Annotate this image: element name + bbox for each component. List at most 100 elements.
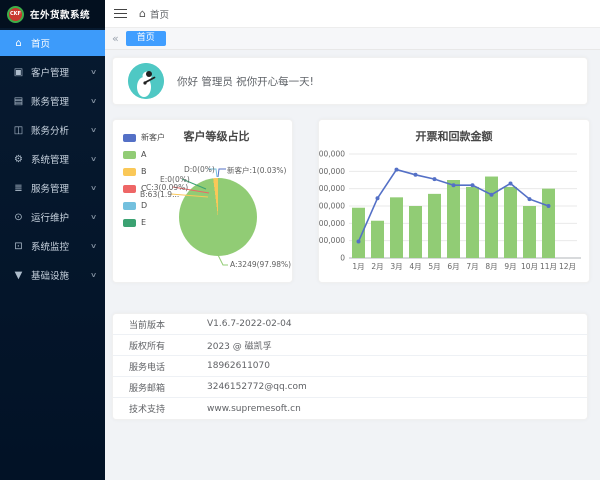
sidebar-item-monitor[interactable]: ⊡ 系统监控 ∨ bbox=[0, 233, 105, 259]
svg-text:200,000: 200,000 bbox=[319, 219, 345, 228]
info-label: 版权所有 bbox=[129, 341, 166, 352]
avatar bbox=[128, 63, 164, 99]
svg-text:600,000: 600,000 bbox=[319, 150, 345, 159]
svg-text:10月: 10月 bbox=[521, 262, 538, 271]
topbar: ⌂ 首页 bbox=[105, 0, 600, 28]
sidebar-item-analysis[interactable]: ◫ 账务分析 ∨ bbox=[0, 117, 105, 143]
info-label: 服务邮箱 bbox=[129, 383, 166, 394]
legend-marker bbox=[123, 201, 136, 210]
analysis-icon: ◫ bbox=[13, 124, 24, 136]
svg-text:2月: 2月 bbox=[371, 262, 383, 271]
bar-chart-title: 开票和回款金额 bbox=[415, 130, 493, 143]
customer-icon: ▣ bbox=[13, 66, 24, 78]
legend-item-D[interactable]: D bbox=[123, 197, 165, 214]
sidebar-item-gear[interactable]: ⚙ 系统管理 ∨ bbox=[0, 146, 105, 172]
chevron-down-icon: ∨ bbox=[89, 242, 98, 250]
tabs-scroll-left-icon[interactable]: « bbox=[112, 32, 119, 45]
sidebar-item-label: 服务管理 bbox=[31, 184, 70, 195]
legend-label: B bbox=[141, 167, 147, 176]
legend-label: E bbox=[141, 218, 147, 227]
sidebar-item-label: 客户管理 bbox=[31, 68, 70, 79]
sidebar-item-infrastructure[interactable]: ▼ 基础设施 ∨ bbox=[0, 262, 105, 288]
sidebar-item-service[interactable]: ≣ 服务管理 ∨ bbox=[0, 175, 105, 201]
sidebar-item-home[interactable]: ⌂ 首页 bbox=[0, 30, 105, 56]
svg-text:300,000: 300,000 bbox=[319, 202, 345, 211]
sidebar: CKF 在外货款系统 ⌂ 首页 ▣ 客户管理 ∨ ▤ 账务管理 ∨ ◫ 账务分析 ∨ ⚙ 系统管理 ∨ ≣ 服… bbox=[0, 0, 105, 480]
pie-chart-title: 客户等级占比 bbox=[183, 130, 250, 143]
legend-marker bbox=[123, 150, 136, 159]
legend-marker bbox=[123, 218, 136, 227]
legend-label: A bbox=[141, 150, 147, 159]
pie-chart bbox=[179, 178, 257, 256]
maintenance-icon: ⊙ bbox=[14, 211, 23, 223]
info-value: www.supremesoft.cn bbox=[207, 403, 301, 414]
info-value: 3246152772@qq.com bbox=[207, 382, 307, 392]
svg-text:12月: 12月 bbox=[559, 262, 576, 271]
greeting-card: 你好 管理员 祝你开心每一天! bbox=[112, 57, 588, 105]
app-logo: CKF 在外货款系统 bbox=[0, 0, 105, 28]
legend-marker bbox=[123, 184, 136, 193]
info-card: 当前版本 V1.6.7-2022-02-04 版权所有 2023 @ 磁凯孚 服务电话 1… bbox=[112, 313, 588, 420]
gear-icon: ⚙ bbox=[14, 153, 23, 165]
charts-row: 客户等级占比 新客户 A B C D E D:0(0%) 新客户:1(0.03%) E:0(0… bbox=[112, 119, 590, 283]
legend-item-B[interactable]: B bbox=[123, 163, 165, 180]
sidebar-item-label: 账务管理 bbox=[31, 97, 70, 108]
tabbar: « 首页 bbox=[105, 28, 600, 50]
svg-text:9月: 9月 bbox=[504, 262, 516, 271]
legend-item-C[interactable]: C bbox=[123, 180, 165, 197]
legend-label: D bbox=[141, 201, 148, 210]
info-label: 技术支持 bbox=[129, 405, 166, 415]
chevron-down-icon: ∨ bbox=[89, 68, 98, 76]
chevron-down-icon: ∨ bbox=[89, 97, 98, 105]
legend-item-新客户[interactable]: 新客户 bbox=[123, 129, 165, 146]
info-label: 当前版本 bbox=[129, 320, 166, 331]
breadcrumb-label: 首页 bbox=[149, 9, 169, 21]
chevron-down-icon: ∨ bbox=[89, 126, 98, 134]
svg-text:5月: 5月 bbox=[428, 262, 440, 271]
app-logo-icon: CKF bbox=[7, 5, 24, 23]
sidebar-item-maintenance[interactable]: ⊙ 运行维护 ∨ bbox=[0, 204, 105, 230]
svg-text:1月: 1月 bbox=[352, 262, 364, 271]
pie-slice-label-B: B:63(1.9... bbox=[140, 190, 180, 199]
svg-text:8月: 8月 bbox=[485, 262, 497, 271]
info-row: 服务电话 18962611070 bbox=[113, 356, 587, 377]
legend-marker bbox=[123, 133, 136, 142]
legend-item-E[interactable]: E bbox=[123, 214, 165, 231]
svg-text:3月: 3月 bbox=[390, 262, 402, 271]
svg-text:4月: 4月 bbox=[409, 262, 421, 271]
pie-legend: 新客户 A B C D E bbox=[123, 129, 165, 231]
sidebar-item-label: 系统管理 bbox=[31, 155, 70, 166]
info-value: 18962611070 bbox=[207, 361, 270, 371]
chevron-down-icon: ∨ bbox=[89, 271, 98, 279]
monitor-icon: ⊡ bbox=[14, 240, 23, 252]
content: 你好 管理员 祝你开心每一天! 客户等级占比 新客户 A B C D E D:0(0%) 新… bbox=[105, 50, 600, 480]
chevron-down-icon: ∨ bbox=[89, 213, 98, 221]
bar-chart-card: 开票和回款金额 0 100,000 200,000 300,000 400,000 500… bbox=[318, 119, 590, 283]
tab-home[interactable]: 首页 bbox=[125, 31, 166, 46]
breadcrumb[interactable]: ⌂ 首页 bbox=[139, 7, 169, 21]
pie-slice-label-E: E:0(0%) bbox=[160, 175, 190, 184]
infrastructure-icon: ▼ bbox=[14, 269, 23, 281]
legend-item-A[interactable]: A bbox=[123, 146, 165, 163]
sidebar-item-label: 账务分析 bbox=[31, 126, 70, 137]
info-value: V1.6.7-2022-02-04 bbox=[207, 319, 292, 329]
billing-icon: ▤ bbox=[13, 95, 24, 107]
sidebar-item-label: 系统监控 bbox=[31, 242, 70, 253]
sidebar-item-label: 首页 bbox=[31, 39, 51, 50]
svg-text:100,000: 100,000 bbox=[319, 236, 345, 245]
sidebar-item-billing[interactable]: ▤ 账务管理 ∨ bbox=[0, 88, 105, 114]
app-title: 在外货款系统 bbox=[30, 10, 91, 21]
sidebar-item-customer[interactable]: ▣ 客户管理 ∨ bbox=[0, 59, 105, 85]
main-area: ⌂ 首页 « 首页 你好 管理员 bbox=[105, 0, 600, 480]
svg-text:6月: 6月 bbox=[447, 262, 459, 271]
sidebar-item-label: 基础设施 bbox=[31, 271, 70, 282]
chevron-down-icon: ∨ bbox=[89, 184, 98, 192]
sidebar-toggle-icon[interactable] bbox=[114, 9, 127, 18]
pie-slice-label-新客户: 新客户:1(0.03%) bbox=[227, 166, 287, 175]
service-icon: ≣ bbox=[14, 182, 23, 194]
home-icon: ⌂ bbox=[15, 37, 22, 49]
svg-text:400,000: 400,000 bbox=[319, 184, 345, 193]
pie-chart-card: 客户等级占比 新客户 A B C D E D:0(0%) 新客户:1(0.03%) E:0(0… bbox=[112, 119, 293, 283]
greeting-text: 你好 管理员 祝你开心每一天! bbox=[177, 75, 314, 88]
